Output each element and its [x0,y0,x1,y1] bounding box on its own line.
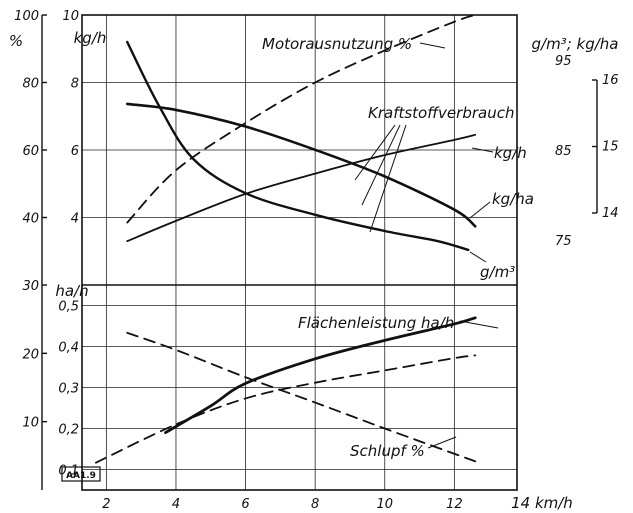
label-leader [361,124,401,206]
x-tick-label: 4 [172,497,180,512]
label-kraftstoffverbrauch: Kraftstoffverbrauch [368,104,514,122]
percent-tick-label: 100 [14,9,39,24]
grid [82,15,517,490]
percent-tick-label: 80 [22,77,39,92]
hah-tick-label: 0,2 [58,423,79,438]
label-leader [419,42,446,49]
figure-tag-box [61,466,101,482]
label-kgha: kg/ha [492,190,534,208]
hah-axis-unit: ha/h [55,282,88,300]
kgh-tick-label: 8 [71,77,79,92]
percent-tick-label: 20 [22,347,39,362]
series-schlupf [126,331,477,463]
series-g-m [126,40,470,252]
label-motorausnutzung: Motorausnutzung % [262,35,412,53]
label-gm3: g/m³ [480,263,515,281]
label-leader [427,436,457,449]
label-kgh: kg/h [494,144,527,162]
percent-tick-label: 40 [22,212,39,227]
kgha-tick-label: 15 [602,140,619,155]
hah-tick-label: 0,5 [58,300,79,315]
percent-tick-label: 30 [22,279,39,294]
gm3-tick-label: 95 [555,54,572,69]
series-fl-chenleistung-ha-h [164,316,477,434]
series-lines [95,14,477,464]
x-tick-label: 12 [446,497,463,512]
right-axis-unit: g/m³; kg/ha [532,35,619,53]
plot-border [81,14,518,491]
label-leader [354,124,396,181]
series-kg-ha [125,102,477,228]
percent-tick-label: 10 [22,416,39,431]
hah-tick-label: 0,4 [58,341,79,356]
plot-frame [81,14,518,491]
kgh-tick-label: 4 [71,212,79,227]
figure-tag-text: AA1.9 [66,471,96,481]
gm3-tick-label: 85 [555,144,572,159]
kgha-tick-label: 16 [602,73,619,88]
label-leader [469,201,491,219]
x-tick-label: 8 [311,497,319,512]
kgha-tick-label: 14 [602,206,619,221]
x-tick-label: 10 [376,497,393,512]
axes [41,14,598,490]
x-tick-label: 14 km/h [511,494,573,512]
percent-axis-unit: % [9,32,23,50]
gm3-tick-label: 75 [555,234,572,249]
series-labels: Motorausnutzung % Kraftstoffverbrauch kg/h… [262,35,534,460]
tick-labels: 2 4 6 8 10 12 14 km/h 40 60 80 100 10 20 30% 4 6 8 10 kg/h… [9,9,619,512]
kgh-axis-unit: kg/h [74,29,107,47]
kgh-tick-label: 6 [71,144,79,159]
label-schlupf: Schlupf % [350,442,425,460]
label-leader [469,251,487,263]
hah-tick-label: 0,3 [58,382,79,397]
x-tick-label: 2 [102,497,110,512]
label-leader [459,320,499,329]
figure-tag: AA1.9 [61,466,101,482]
series-schlupf [95,354,477,464]
label-leader [369,124,407,233]
series-kg-h [126,133,477,243]
percent-tick-label: 60 [22,144,39,159]
kgh-tick-label: 10 [62,9,79,24]
x-tick-label: 6 [241,497,249,512]
label-leader [471,147,494,153]
label-flaechenleistung: Flächenleistung ha/h [298,314,454,332]
series-motorausnutzung [126,14,477,224]
